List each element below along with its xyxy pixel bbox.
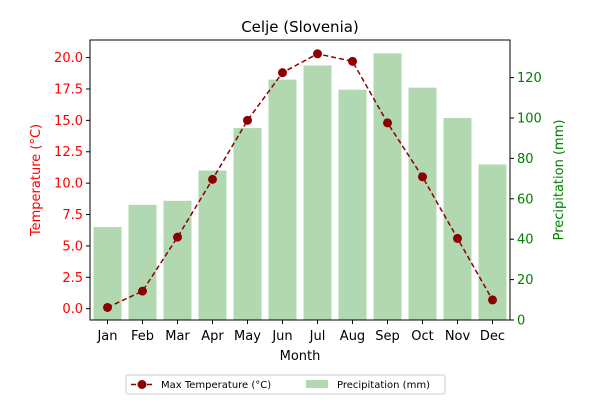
right-tick-label: 0 xyxy=(517,314,525,329)
precipitation-bar-sep xyxy=(373,53,402,320)
temperature-point-aug xyxy=(348,56,357,66)
x-tick-label-jul: Jul xyxy=(309,329,326,344)
x-tick-label-may: May xyxy=(234,329,261,344)
temperature-point-oct xyxy=(418,172,427,182)
axes-layer xyxy=(89,39,511,321)
temperature-point-mar xyxy=(173,232,182,242)
left-tick-label: 15.0 xyxy=(54,114,83,129)
precipitation-bar-apr xyxy=(198,170,227,320)
legend-bar-swatch xyxy=(306,380,328,388)
right-tick-label: 100 xyxy=(517,111,542,126)
left-tick-label: 12.5 xyxy=(54,145,83,160)
temperature-point-nov xyxy=(453,233,462,243)
right-tick-label: 20 xyxy=(517,273,534,288)
x-tick-label-jun: Jun xyxy=(271,329,292,344)
x-tick-label-dec: Dec xyxy=(480,329,505,344)
legend-line-label: Max Temperature (°C) xyxy=(161,380,271,391)
precipitation-bar-nov xyxy=(443,117,472,320)
temperature-point-dec xyxy=(488,295,497,305)
right-ticks-layer: 0 20 40 60 80 100 120 xyxy=(510,71,542,329)
left-tick-label: 10.0 xyxy=(54,177,83,192)
chart-title: Celje (Slovenia) xyxy=(241,18,359,36)
right-tick-label: 80 xyxy=(517,152,534,167)
left-tick-label: 7.5 xyxy=(62,208,83,223)
x-tick-label-mar: Mar xyxy=(165,329,190,344)
right-tick-label: 120 xyxy=(517,71,542,86)
x-ticks-layer: Jan Feb Mar Apr May Jun Jul Aug Sep Oct Nov Dec xyxy=(96,320,505,344)
temperature-point-jul xyxy=(313,49,322,59)
left-ticks-layer: 0.0 2.5 5.0 7.5 10.0 12.5 15.0 17.5 20.0 xyxy=(54,51,90,317)
temperature-point-feb xyxy=(138,286,147,296)
precipitation-bar-dec xyxy=(478,164,507,320)
precipitation-bar-jun xyxy=(268,79,297,320)
left-tick-label: 5.0 xyxy=(62,239,83,254)
legend-bar-label: Precipitation (mm) xyxy=(337,380,430,391)
line-layer xyxy=(103,49,497,312)
legend-line-marker xyxy=(137,380,147,389)
precipitation-bar-oct xyxy=(408,87,437,321)
x-tick-label-feb: Feb xyxy=(131,329,154,344)
x-tick-label-aug: Aug xyxy=(340,329,365,344)
right-tick-label: 40 xyxy=(517,233,534,248)
temperature-point-may xyxy=(243,115,252,125)
x-tick-label-jan: Jan xyxy=(96,329,117,344)
x-tick-label-nov: Nov xyxy=(445,329,471,344)
precipitation-bar-may xyxy=(233,128,262,320)
x-tick-label-oct: Oct xyxy=(411,329,433,344)
left-tick-label: 2.5 xyxy=(62,271,83,286)
left-tick-label: 0.0 xyxy=(62,302,83,317)
bars-layer xyxy=(93,53,507,321)
temperature-point-jun xyxy=(278,68,287,78)
plot-frame xyxy=(89,39,511,321)
precipitation-bar-aug xyxy=(338,89,367,321)
x-axis-label: Month xyxy=(280,349,321,364)
left-axis-label: Temperature (°C) xyxy=(29,124,44,237)
precipitation-bar-feb xyxy=(128,204,157,320)
x-tick-label-apr: Apr xyxy=(201,329,224,344)
temperature-point-sep xyxy=(383,118,392,128)
temperature-point-apr xyxy=(208,174,217,184)
precipitation-bar-mar xyxy=(163,200,192,320)
x-tick-label-sep: Sep xyxy=(375,329,400,344)
left-tick-label: 20.0 xyxy=(54,51,83,66)
temperature-line xyxy=(107,53,494,309)
legend: Max Temperature (°C) Precipitation (mm) xyxy=(125,374,446,395)
precipitation-bar-jul xyxy=(303,65,332,320)
legend-frame xyxy=(125,374,446,395)
right-tick-label: 60 xyxy=(517,192,534,207)
right-axis-label: Precipitation (mm) xyxy=(552,120,567,241)
left-tick-label: 17.5 xyxy=(54,82,83,97)
temperature-point-jan xyxy=(103,302,112,312)
